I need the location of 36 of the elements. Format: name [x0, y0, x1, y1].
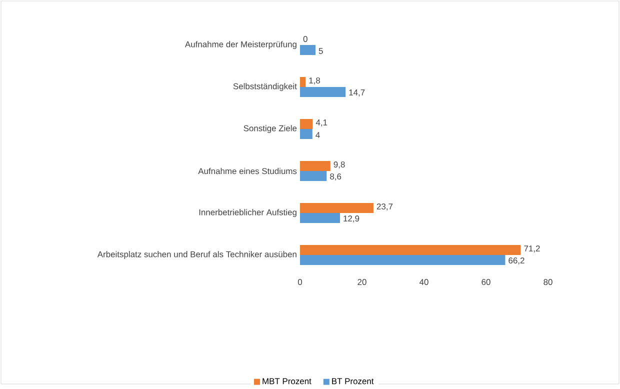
bar: [300, 160, 330, 171]
data-label: 14,7: [349, 89, 365, 96]
bar: [300, 44, 316, 55]
data-label: 4: [316, 132, 320, 138]
bar: [300, 244, 521, 255]
x-tick-label: 80: [544, 278, 552, 285]
bar: [300, 86, 346, 97]
y-tick-label: Aufnahme eines Studiums: [198, 168, 297, 174]
data-label: 9,8: [334, 161, 345, 168]
data-label: 4,1: [316, 119, 328, 126]
data-label: 8,6: [330, 173, 342, 180]
x-tick-label: 20: [358, 278, 366, 285]
x-tick-label: 60: [482, 278, 490, 285]
bar: [300, 118, 313, 129]
data-label: 1,8: [309, 77, 320, 84]
data-label: 71,2: [524, 245, 540, 252]
data-label: 12,9: [344, 215, 360, 222]
bar: [300, 212, 340, 223]
bar: [300, 128, 312, 139]
y-tick-label: Innerbetrieblicher Aufstieg: [199, 208, 296, 217]
data-label: 5: [318, 48, 323, 54]
bar: [300, 170, 327, 181]
legend-label: MBT Prozent: [262, 378, 312, 384]
bar: [300, 76, 306, 87]
y-tick-label: Selbstständigkeit: [233, 82, 297, 91]
x-tick-label: 40: [419, 278, 428, 285]
legend-label: BT Prozent: [332, 378, 374, 384]
data-label: 0: [303, 36, 308, 42]
data-label: 66,2: [508, 257, 524, 264]
bar: [300, 254, 506, 265]
x-tick-label: 0: [298, 278, 302, 285]
y-tick-label: Arbeitsplatz suchen und Beruf als Techniker ausüben: [97, 250, 296, 259]
y-tick-label: Aufnahme der Meisterprüfung: [184, 40, 296, 49]
data-label: 23,7: [376, 203, 393, 210]
y-tick-label: Sonstige Ziele: [244, 124, 297, 133]
bar: [300, 202, 374, 213]
